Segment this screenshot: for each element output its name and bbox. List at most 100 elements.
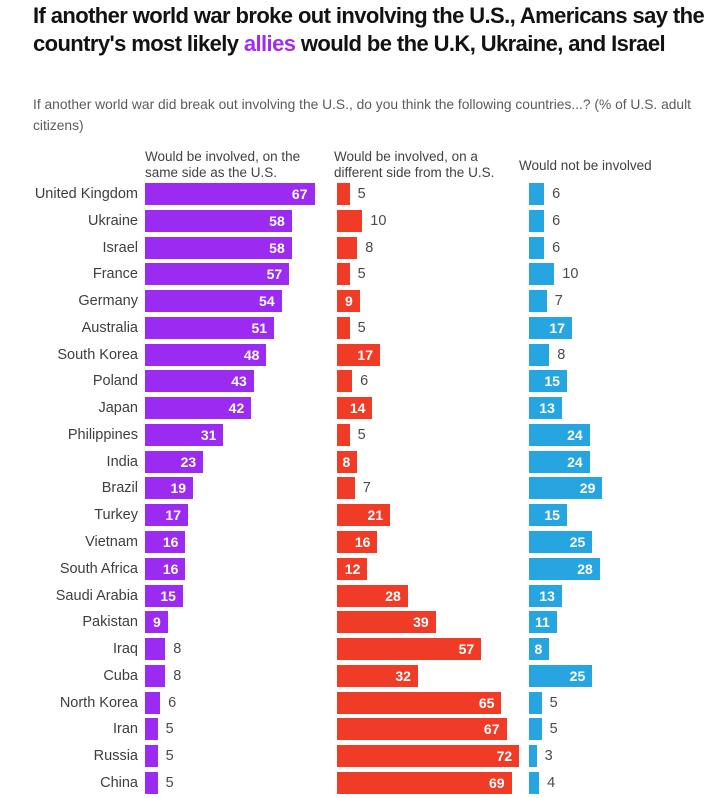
chart-row-pakistan: Pakistan 9 39 11: [0, 611, 710, 634]
value-label-different-side: 7: [362, 480, 371, 497]
bar-different-side: [337, 263, 350, 286]
country-label: Cuba: [103, 667, 138, 684]
bar-chart: United Kingdom 67 5 6 Ukraine 58 10 6 Israel 58 8 6…: [0, 183, 710, 798]
chart-row-russia: Russia 5 72 3: [0, 745, 710, 768]
bar-different-side: [337, 584, 408, 607]
bar-different-side: [337, 557, 368, 580]
value-label-not-involved: 17: [549, 319, 565, 336]
bar-same-side: [145, 370, 254, 393]
bar-not-involved: [529, 745, 537, 768]
bar-different-side: [337, 638, 482, 661]
bar-different-side: [337, 745, 520, 768]
value-label-different-side: 10: [370, 212, 387, 229]
chart-row-vietnam: Vietnam 16 16 25: [0, 531, 710, 553]
bar-same-side: [145, 638, 166, 661]
title-suffix: would be the U.K, Ukraine, and Israel: [295, 31, 666, 56]
bar-not-involved: [529, 397, 562, 420]
value-label-different-side: 16: [354, 534, 371, 550]
bar-not-involved: [529, 611, 557, 634]
bar-same-side: [145, 263, 290, 286]
bar-same-side: [145, 450, 204, 473]
value-label-not-involved: 24: [567, 453, 583, 470]
value-label-not-involved: 13: [539, 400, 555, 417]
chart-row-poland: Poland 43 6 15: [0, 370, 710, 393]
bar-same-side: [145, 183, 315, 205]
country-label: North Korea: [59, 694, 138, 711]
title-highlight: allies: [243, 31, 296, 56]
value-label-same-side: 8: [173, 641, 182, 658]
chart-subtitle: If another world war did break out invol…: [33, 97, 691, 133]
chart-row-israel: Israel 58 8 6: [0, 236, 710, 259]
chart-row-iran: Iran 5 67 5: [0, 718, 710, 741]
bar-different-side: [337, 450, 358, 473]
value-label-not-involved: 8: [534, 641, 543, 658]
bar-not-involved: [529, 718, 542, 741]
value-label-not-involved: 4: [547, 774, 556, 791]
value-label-different-side: 5: [357, 319, 366, 336]
value-label-not-involved: 11: [535, 614, 550, 631]
series-header-not-involved: Would not be involved: [519, 158, 652, 173]
country-label: Turkey: [94, 507, 138, 524]
bar-different-side: [337, 370, 353, 393]
bar-not-involved: [529, 557, 600, 580]
value-label-different-side: 69: [488, 774, 505, 791]
bar-different-side: [337, 477, 355, 500]
country-label: Japan: [98, 400, 138, 417]
bar-different-side: [337, 504, 391, 527]
value-label-different-side: 5: [357, 266, 366, 283]
bar-not-involved: [529, 423, 590, 446]
value-label-not-involved: 13: [539, 587, 555, 604]
series-header-different-side: Would be involved, on a different side f…: [334, 149, 495, 180]
country-label: Australia: [81, 319, 138, 336]
bar-same-side: [145, 611, 168, 634]
title-prefix: If another world war broke out involving…: [33, 3, 705, 56]
value-label-not-involved: 5: [549, 721, 558, 738]
bar-not-involved: [529, 691, 542, 714]
bar-same-side: [145, 290, 282, 313]
country-label: France: [92, 266, 138, 283]
value-label-same-side: 5: [165, 721, 174, 738]
bar-different-side: [337, 316, 350, 339]
value-label-different-side: 9: [344, 293, 353, 310]
value-label-same-side: 17: [165, 507, 181, 524]
bar-same-side: [145, 745, 158, 768]
value-label-same-side: 48: [243, 346, 260, 363]
bar-same-side: [145, 584, 183, 607]
chart-row-china: China 5 69 4: [0, 771, 710, 794]
country-label: South Korea: [57, 346, 138, 363]
chart-row-japan: Japan 42 14 13: [0, 397, 710, 420]
country-label: Iraq: [113, 641, 138, 658]
bar-same-side: [145, 557, 186, 580]
chart-row-france: France 57 5 10: [0, 263, 710, 286]
chart-row-cuba: Cuba 8 32 25: [0, 664, 710, 687]
value-label-not-involved: 15: [544, 507, 560, 524]
country-label: United Kingdom: [34, 186, 138, 202]
value-label-different-side: 67: [483, 721, 500, 738]
country-label: China: [100, 774, 138, 791]
bar-same-side: [145, 664, 166, 687]
series-header-same-side: Would be involved, on the same side as t…: [145, 149, 301, 180]
value-label-not-involved: 15: [544, 373, 560, 390]
value-label-different-side: 17: [357, 346, 373, 363]
value-label-same-side: 43: [231, 373, 247, 390]
value-label-not-involved: 6: [552, 239, 561, 256]
bar-same-side: [145, 504, 188, 527]
bar-different-side: [337, 290, 360, 313]
value-label-same-side: 58: [269, 239, 285, 256]
bar-different-side: [337, 664, 418, 687]
value-label-different-side: 8: [365, 239, 374, 256]
chart-row-germany: Germany 54 9 7: [0, 290, 710, 313]
bar-different-side: [337, 531, 378, 553]
value-label-not-involved: 10: [562, 266, 579, 283]
bar-different-side: [337, 691, 502, 714]
chart-row-iraq: Iraq 8 57 8: [0, 638, 710, 661]
value-label-same-side: 5: [165, 774, 174, 791]
value-label-different-side: 57: [458, 641, 475, 658]
value-label-same-side: 58: [269, 212, 285, 229]
bar-different-side: [337, 397, 373, 420]
value-label-same-side: 19: [170, 480, 187, 497]
bar-same-side: [145, 423, 224, 446]
value-label-not-involved: 24: [567, 426, 583, 443]
bar-not-involved: [529, 236, 545, 259]
